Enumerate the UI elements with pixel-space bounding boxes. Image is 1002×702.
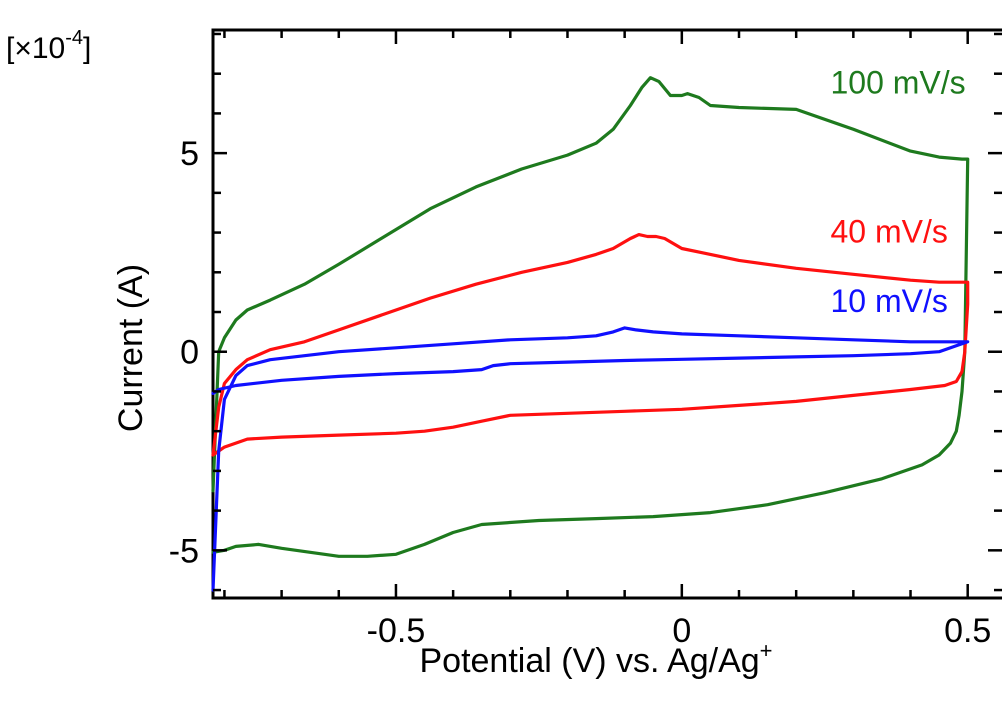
y-multiplier: [×10-4] xyxy=(6,27,91,65)
plot-area xyxy=(211,28,1002,600)
plot-frame xyxy=(211,28,1002,600)
series-line xyxy=(211,326,970,592)
series-labels: 100 mV/s 40 mV/s 10 mV/s xyxy=(830,65,965,319)
y-tick-label: -5 xyxy=(169,532,199,570)
series-label: 10 mV/s xyxy=(830,283,947,319)
y-axis-label: Current (A) xyxy=(112,264,150,432)
y-multiplier-bracket: ] xyxy=(83,32,91,65)
y-tick-label: 5 xyxy=(180,135,199,173)
curves xyxy=(211,76,970,592)
series-label: 100 mV/s xyxy=(830,65,965,101)
x-tick-label: -0.5 xyxy=(367,612,426,650)
series-label: 40 mV/s xyxy=(830,214,947,250)
x-tick-label: 0 xyxy=(672,612,691,650)
series-line xyxy=(211,233,970,457)
y-tick-label: 0 xyxy=(180,334,199,372)
y-multiplier-exponent: -4 xyxy=(65,27,83,49)
x-tick-label: 0.5 xyxy=(944,612,991,650)
ticks: -0.5 0 0.5 -5 0 5 xyxy=(169,30,1002,650)
x-axis-label-superscript: + xyxy=(760,638,773,663)
series-line xyxy=(211,76,970,558)
x-axis-label: Potential (V) vs. Ag/Ag+ xyxy=(419,638,772,680)
